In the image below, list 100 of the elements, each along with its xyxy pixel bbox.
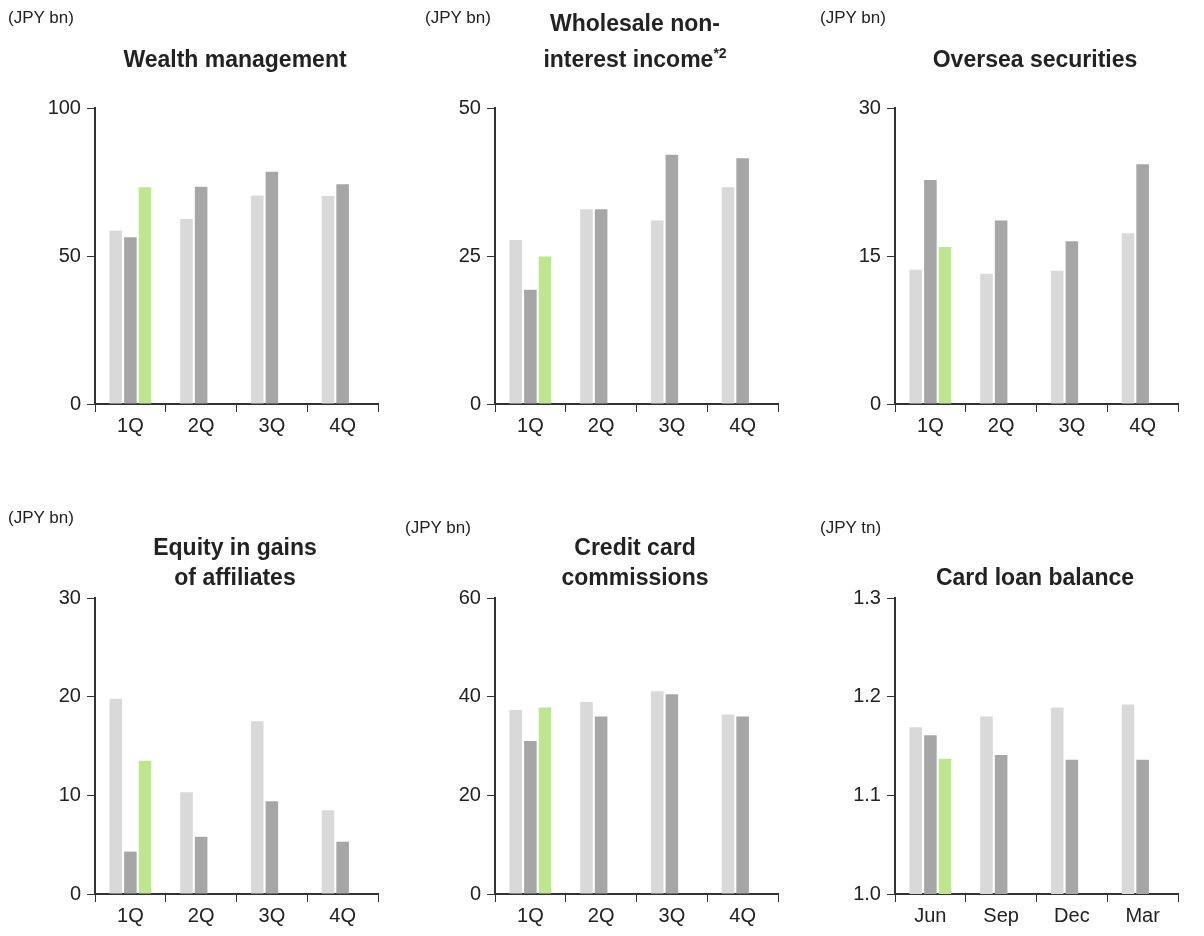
x-tick-label: 3Q bbox=[258, 413, 286, 436]
bar bbox=[321, 810, 335, 894]
x-tick-label: 4Q bbox=[729, 903, 756, 926]
y-tick-label: 0 bbox=[69, 881, 81, 904]
y-tick-label: 0 bbox=[869, 391, 881, 414]
bar bbox=[1121, 233, 1135, 404]
x-tick-label: 2Q bbox=[187, 903, 215, 926]
bar bbox=[321, 195, 335, 404]
bar bbox=[580, 702, 593, 894]
bar bbox=[109, 698, 123, 894]
bar bbox=[994, 220, 1008, 404]
y-axis-title: (JPY bn) bbox=[425, 8, 491, 28]
y-tick-label: 20 bbox=[458, 782, 481, 805]
y-tick-label: 50 bbox=[458, 95, 481, 118]
bar bbox=[1136, 164, 1149, 404]
bar bbox=[665, 154, 679, 404]
y-tick-label: 20 bbox=[58, 684, 81, 707]
bar bbox=[124, 237, 137, 404]
x-tick-label: Sep bbox=[983, 903, 1019, 926]
y-tick-label: 1.0 bbox=[853, 881, 881, 904]
y-tick-label: 1.2 bbox=[853, 684, 881, 707]
bar bbox=[109, 230, 123, 404]
y-axis-title: (JPY bn) bbox=[8, 8, 74, 28]
x-tick-label: 1Q bbox=[117, 903, 144, 926]
x-tick-label: 3Q bbox=[658, 413, 686, 436]
chart-title: Wholesale non-interest income$^{*2}$ bbox=[542, 9, 728, 74]
y-tick-label: 15 bbox=[858, 243, 881, 266]
bar bbox=[938, 247, 952, 404]
bar bbox=[721, 714, 735, 894]
y-tick-label: 1.3 bbox=[853, 585, 881, 608]
x-tick-label: 3Q bbox=[258, 903, 286, 926]
y-tick-label: 40 bbox=[458, 684, 481, 707]
x-tick-label: 4Q bbox=[1129, 413, 1156, 436]
bar bbox=[650, 691, 664, 894]
bar bbox=[509, 709, 523, 894]
bar bbox=[538, 707, 552, 894]
y-axis-title: (JPY bn) bbox=[405, 518, 471, 538]
bar bbox=[336, 841, 349, 894]
bar bbox=[665, 694, 679, 894]
y-tick-label: 60 bbox=[458, 585, 481, 608]
bar bbox=[509, 240, 523, 404]
bar bbox=[594, 209, 608, 404]
bar bbox=[909, 269, 923, 404]
bar bbox=[194, 836, 208, 894]
x-tick-label: 1Q bbox=[117, 413, 144, 436]
bar bbox=[594, 716, 608, 894]
y-axis-title: (JPY tn) bbox=[820, 518, 882, 538]
x-tick-label: 4Q bbox=[329, 413, 356, 436]
y-tick-label: 0 bbox=[69, 391, 81, 414]
bar bbox=[650, 220, 664, 404]
y-tick-label: 25 bbox=[458, 243, 481, 266]
chart-title: Credit card commissions bbox=[560, 533, 710, 592]
y-tick-label: 100 bbox=[47, 95, 81, 118]
x-tick-label: 4Q bbox=[329, 903, 356, 926]
x-tick-label: 2Q bbox=[587, 413, 615, 436]
y-axis-title: (JPY bn) bbox=[820, 8, 886, 28]
y-tick-label: 0 bbox=[469, 391, 481, 414]
bar bbox=[524, 741, 537, 894]
bar bbox=[721, 187, 735, 404]
chart-title: Oversea securities bbox=[931, 45, 1139, 74]
bar bbox=[138, 760, 152, 894]
bar bbox=[736, 716, 749, 894]
x-tick-label: 1Q bbox=[517, 903, 544, 926]
x-tick-label: 1Q bbox=[517, 413, 544, 436]
chart-title: Card loan balance bbox=[934, 563, 1136, 592]
bar bbox=[250, 195, 264, 404]
x-tick-label: 3Q bbox=[658, 903, 686, 926]
chart-title: Equity in gains of affiliates bbox=[152, 533, 318, 592]
bar bbox=[580, 209, 593, 404]
y-tick-label: 10 bbox=[58, 782, 81, 805]
bar bbox=[194, 186, 208, 404]
x-tick-label: Dec bbox=[1054, 903, 1090, 926]
bar bbox=[265, 171, 279, 404]
chart-title: Wealth management bbox=[122, 45, 348, 74]
bar bbox=[1065, 241, 1079, 404]
bar bbox=[538, 256, 552, 404]
bar bbox=[265, 801, 279, 894]
bar bbox=[980, 273, 993, 404]
bar bbox=[250, 721, 264, 894]
y-tick-label: 1.1 bbox=[853, 782, 881, 805]
x-tick-label: 1Q bbox=[917, 413, 944, 436]
bar bbox=[524, 289, 537, 404]
x-tick-label: 3Q bbox=[1058, 413, 1086, 436]
x-tick-label: 2Q bbox=[987, 413, 1015, 436]
y-axis-title: (JPY bn) bbox=[8, 508, 74, 528]
x-tick-label: 2Q bbox=[587, 903, 615, 926]
x-tick-label: 4Q bbox=[729, 413, 756, 436]
bar bbox=[736, 158, 749, 404]
x-tick-label: Mar bbox=[1125, 903, 1161, 926]
y-tick-label: 30 bbox=[858, 95, 881, 118]
x-tick-label: Jun bbox=[914, 903, 947, 926]
bar bbox=[180, 792, 193, 894]
bar bbox=[336, 184, 349, 404]
x-tick-label: 2Q bbox=[187, 413, 215, 436]
y-tick-label: 0 bbox=[469, 881, 481, 904]
bar bbox=[924, 180, 937, 404]
bar bbox=[180, 219, 193, 404]
bar bbox=[124, 851, 137, 894]
bar bbox=[138, 187, 152, 404]
bar bbox=[1050, 270, 1064, 404]
